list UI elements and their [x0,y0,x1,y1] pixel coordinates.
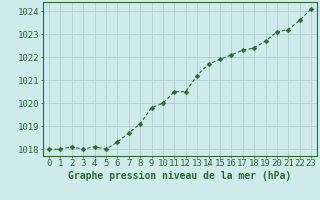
X-axis label: Graphe pression niveau de la mer (hPa): Graphe pression niveau de la mer (hPa) [68,171,292,181]
